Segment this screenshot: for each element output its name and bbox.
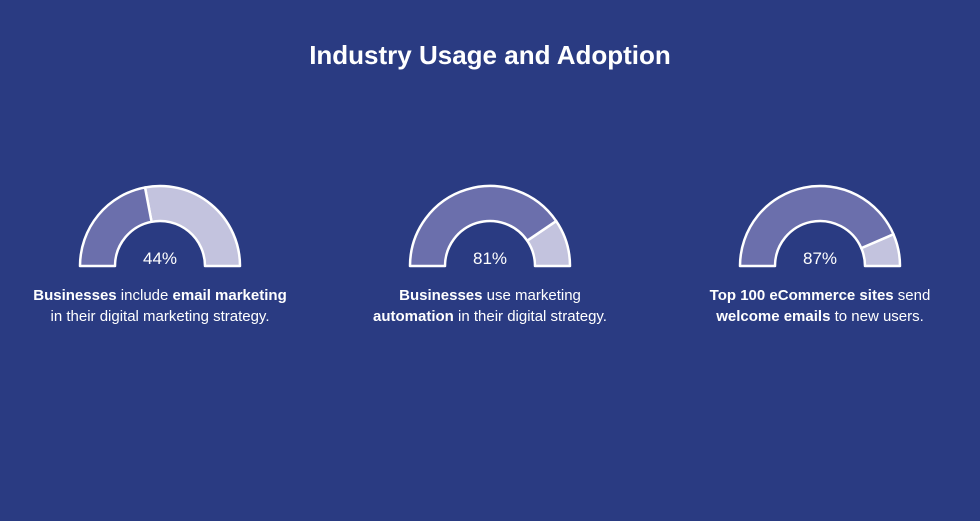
stat-welcome-emails: 87% Top 100 eCommerce sites send welcome… — [690, 181, 950, 327]
gauge: 44% — [70, 181, 250, 271]
stat-automation: 81% Businesses use marketing automation … — [360, 181, 620, 327]
stat-caption: Top 100 eCommerce sites send welcome ema… — [690, 285, 950, 327]
gauge: 81% — [400, 181, 580, 271]
gauge-value-label: 81% — [400, 249, 580, 269]
gauge-value-label: 87% — [730, 249, 910, 269]
stat-caption: Businesses use marketing automation in t… — [360, 285, 620, 327]
gauge: 87% — [730, 181, 910, 271]
page-title: Industry Usage and Adoption — [0, 40, 980, 71]
stat-email-marketing: 44% Businesses include email marketing i… — [30, 181, 290, 327]
gauge-value-label: 44% — [70, 249, 250, 269]
infographic-page: Industry Usage and Adoption 44% Business… — [0, 0, 980, 521]
stats-row: 44% Businesses include email marketing i… — [0, 181, 980, 327]
stat-caption: Businesses include email marketing in th… — [30, 285, 290, 327]
